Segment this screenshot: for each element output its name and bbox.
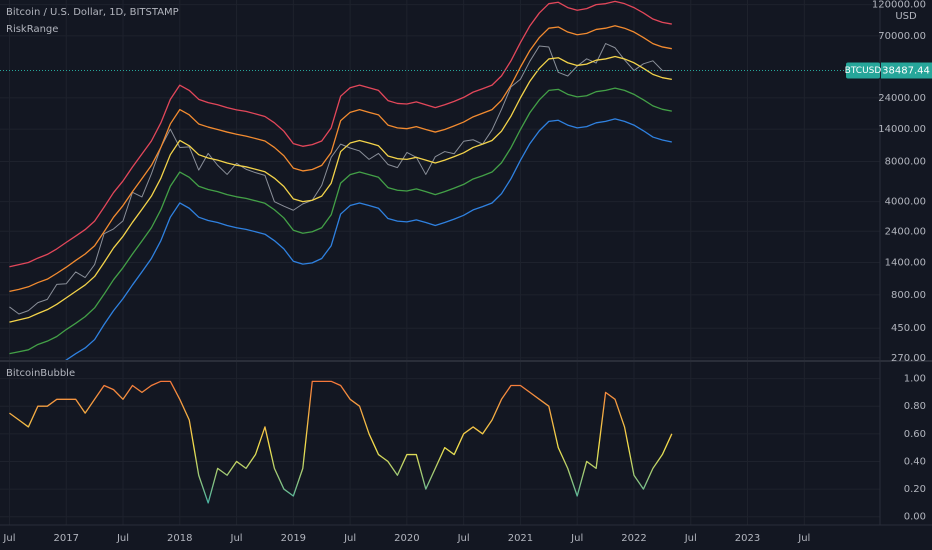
y-tick-label: 0.80: [904, 401, 926, 412]
x-tick-label: 2019: [281, 533, 306, 544]
series-line: [9, 55, 672, 323]
y-tick-label: 8000.00: [885, 157, 926, 168]
y-tick-label: 800.00: [891, 290, 926, 301]
x-tick-label: Jul: [570, 533, 583, 544]
y-tick-label: 1400.00: [885, 257, 926, 268]
chart-title: Bitcoin / U.S. Dollar, 1D, BITSTAMP: [6, 7, 179, 18]
y-tick-label: 0.00: [904, 512, 926, 523]
series-line: [9, 43, 672, 315]
series-line: [9, 0, 672, 268]
x-tick-label: Jul: [2, 533, 15, 544]
series-line: [9, 380, 673, 504]
indicator-name: BitcoinBubble: [6, 368, 75, 379]
x-tick-label: Jul: [116, 533, 129, 544]
x-tick-label: 2017: [54, 533, 79, 544]
y-tick-label: 1.00: [904, 374, 926, 385]
x-tick-label: Jul: [230, 533, 243, 544]
y-tick-label: 0.60: [904, 429, 926, 440]
x-tick-label: Jul: [343, 533, 356, 544]
x-tick-label: 2023: [735, 533, 760, 544]
x-tick-label: 2020: [394, 533, 419, 544]
y-tick-label: 450.00: [891, 323, 926, 334]
y-tick-label: 270.00: [891, 353, 926, 364]
y-tick-label: 120000.00: [872, 0, 926, 11]
y-tick-label: 24000.00: [878, 93, 926, 104]
x-tick-label: Jul: [457, 533, 470, 544]
symbol-tag: [846, 62, 880, 79]
x-tick-label: 2018: [167, 533, 192, 544]
y-tick-label: 0.40: [904, 456, 926, 467]
y-tick-label: 2400.00: [885, 226, 926, 237]
series-line: [9, 87, 672, 355]
x-tick-label: 2021: [508, 533, 533, 544]
x-tick-label: 2022: [621, 533, 646, 544]
x-tick-label: Jul: [797, 533, 810, 544]
y-tick-label: 4000.00: [885, 197, 926, 208]
series-line: [65, 118, 672, 360]
symbol-label: BTCUSD: [845, 66, 882, 76]
y-tick-label: 70000.00: [878, 31, 926, 42]
indicator-name: RiskRange: [6, 24, 58, 35]
x-tick-label: Jul: [684, 533, 697, 544]
y-tick-label: 0.20: [904, 484, 926, 495]
axis-unit: USD: [895, 11, 917, 22]
price-label: 38487.44: [882, 66, 930, 77]
price-tag: [881, 62, 932, 79]
y-tick-label: 14000.00: [878, 124, 926, 135]
series-line: [9, 25, 672, 293]
